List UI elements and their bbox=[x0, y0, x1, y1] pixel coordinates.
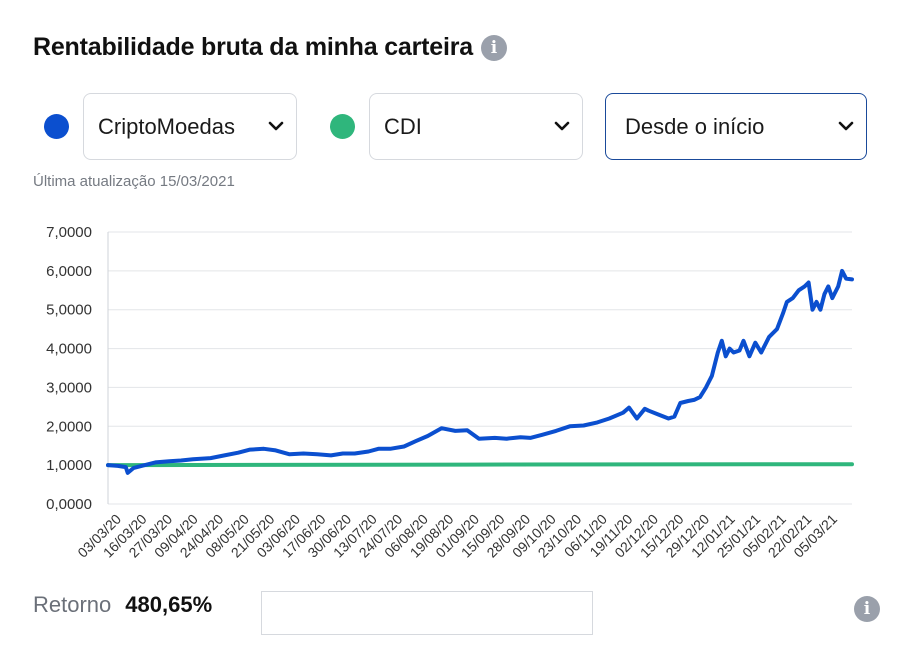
y-tick-label: 7,0000 bbox=[46, 224, 92, 241]
y-tick-label: 0,0000 bbox=[46, 496, 92, 513]
asset-color-dot bbox=[44, 114, 69, 139]
return-detail-box bbox=[261, 591, 593, 635]
y-tick-label: 6,0000 bbox=[46, 263, 92, 280]
info-icon[interactable]: i bbox=[854, 596, 880, 622]
y-tick-label: 4,0000 bbox=[46, 341, 92, 358]
period-select-value: Desde o início bbox=[625, 113, 765, 139]
period-select[interactable]: Desde o início bbox=[605, 93, 867, 160]
header: Rentabilidade bruta da minha carteira i bbox=[33, 33, 507, 62]
return-value: 480,65% bbox=[125, 592, 213, 617]
series-line bbox=[106, 462, 854, 468]
page-title: Rentabilidade bruta da minha carteira bbox=[33, 33, 473, 61]
benchmark-color-dot bbox=[330, 114, 355, 139]
y-tick-label: 5,0000 bbox=[46, 302, 92, 319]
benchmark-select[interactable]: CDI bbox=[369, 93, 583, 160]
asset-select-value: CriptoMoedas bbox=[98, 113, 235, 139]
y-tick-label: 1,0000 bbox=[46, 457, 92, 474]
return-summary: Retorno 480,65% bbox=[33, 592, 212, 618]
chevron-down-icon bbox=[554, 121, 570, 131]
series-line bbox=[106, 268, 854, 475]
series-controls: CriptoMoedas CDI Desde o início bbox=[44, 93, 874, 160]
benchmark-select-value: CDI bbox=[384, 113, 422, 139]
returns-line-chart: 0,0000 1,0000 2,0000 3,0000 4,0000 5,0000 6,00… bbox=[46, 224, 854, 561]
return-label: Retorno bbox=[33, 592, 112, 617]
asset-select[interactable]: CriptoMoedas bbox=[83, 93, 297, 160]
info-icon[interactable]: i bbox=[480, 34, 507, 61]
y-tick-label: 3,0000 bbox=[46, 379, 92, 396]
y-tick-label: 2,0000 bbox=[46, 418, 92, 435]
chevron-down-icon bbox=[838, 121, 854, 131]
chevron-down-icon bbox=[268, 121, 284, 131]
last-update-text: Última atualização 15/03/2021 bbox=[33, 173, 235, 190]
